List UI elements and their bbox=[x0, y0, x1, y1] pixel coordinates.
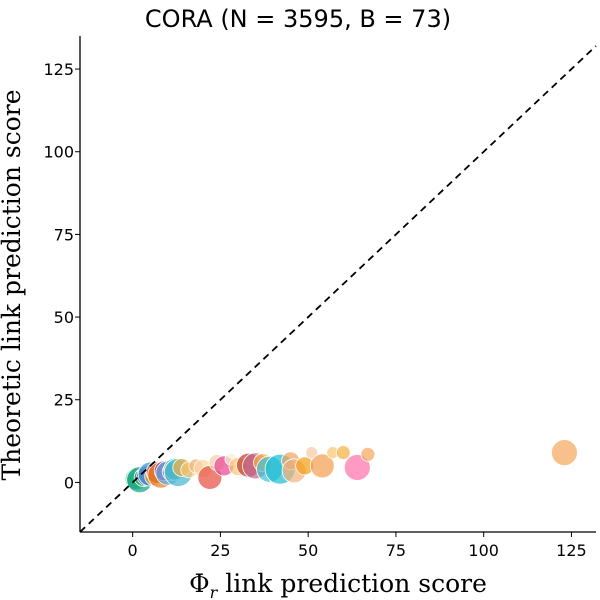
data-point bbox=[551, 439, 578, 467]
points-layer bbox=[124, 439, 578, 494]
y-axis-label: Theoretic link prediction score bbox=[0, 89, 26, 480]
x-tick-label: 125 bbox=[556, 541, 587, 560]
x-axis-label: Φr link prediction score bbox=[189, 569, 487, 600]
x-ticks: 0 25 50 75 100 125 bbox=[128, 532, 587, 560]
reference-line-y-equals-x bbox=[79, 45, 597, 533]
y-ticks: 0 25 50 75 100 125 bbox=[43, 60, 80, 492]
x-tick-label: 50 bbox=[298, 541, 318, 560]
y-tick-label: 75 bbox=[54, 225, 74, 244]
x-axis-label-text: link prediction score bbox=[217, 569, 487, 598]
data-point bbox=[343, 454, 371, 481]
data-point bbox=[305, 446, 319, 460]
data-point bbox=[309, 453, 335, 479]
y-tick-label: 125 bbox=[43, 60, 74, 79]
x-axis-label-symbol: Φ bbox=[189, 569, 210, 598]
y-tick-label: 100 bbox=[43, 143, 74, 162]
y-tick-label: 50 bbox=[54, 308, 74, 327]
y-tick-label: 0 bbox=[64, 473, 74, 492]
data-point bbox=[335, 445, 351, 461]
x-tick-label: 75 bbox=[386, 541, 406, 560]
y-tick-label: 25 bbox=[54, 391, 74, 410]
x-tick-label: 25 bbox=[210, 541, 230, 560]
data-point bbox=[360, 446, 376, 462]
chart-title: CORA (N = 3595, B = 73) bbox=[145, 5, 451, 33]
x-tick-label: 0 bbox=[128, 541, 138, 560]
x-tick-label: 100 bbox=[468, 541, 499, 560]
x-axis-label-subscript: r bbox=[210, 583, 219, 600]
